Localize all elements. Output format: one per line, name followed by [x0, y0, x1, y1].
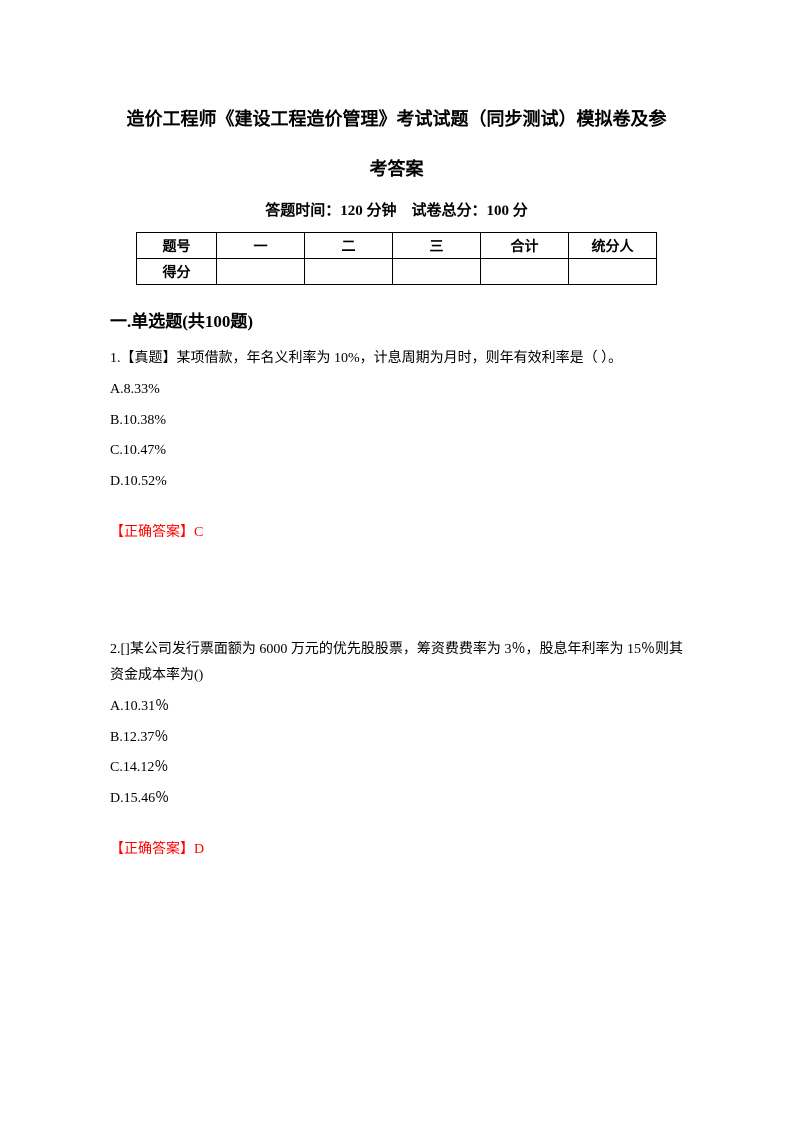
option: A.10.31％	[110, 692, 683, 723]
option: A.8.33%	[110, 375, 683, 406]
exam-info: 答题时间：120 分钟 试卷总分：100 分	[110, 199, 683, 220]
exam-title-line1: 造价工程师《建设工程造价管理》考试试题（同步测试）模拟卷及参	[110, 100, 683, 140]
table-cell	[217, 259, 305, 285]
table-header-cell: 统分人	[569, 233, 657, 259]
option: B.10.38%	[110, 406, 683, 437]
table-cell	[393, 259, 481, 285]
table-cell: 得分	[137, 259, 217, 285]
option: B.12.37％	[110, 723, 683, 754]
table-cell	[569, 259, 657, 285]
table-header-cell: 一	[217, 233, 305, 259]
section-title: 一.单选题(共100题)	[110, 307, 683, 332]
exam-title-line2: 考答案	[110, 150, 683, 190]
question-block: 1.【真题】某项借款，年名义利率为 10%，计息周期为月时，则年有效利率是（ ）…	[110, 346, 683, 546]
table-header-cell: 三	[393, 233, 481, 259]
table-cell	[481, 259, 569, 285]
table-header-cell: 合计	[481, 233, 569, 259]
question-text: 1.【真题】某项借款，年名义利率为 10%，计息周期为月时，则年有效利率是（ ）…	[110, 346, 683, 373]
option: D.15.46％	[110, 784, 683, 815]
table-header-cell: 二	[305, 233, 393, 259]
correct-answer: 【正确答案】C	[110, 520, 683, 547]
option: D.10.52%	[110, 467, 683, 498]
table-row: 题号 一 二 三 合计 统分人	[137, 233, 657, 259]
table-row: 得分	[137, 259, 657, 285]
correct-answer: 【正确答案】D	[110, 837, 683, 864]
question-text: 2.[]某公司发行票面额为 6000 万元的优先股股票，筹资费费率为 3％，股息…	[110, 637, 683, 690]
question-block: 2.[]某公司发行票面额为 6000 万元的优先股股票，筹资费费率为 3％，股息…	[110, 637, 683, 864]
option: C.14.12％	[110, 753, 683, 784]
table-header-cell: 题号	[137, 233, 217, 259]
option: C.10.47%	[110, 436, 683, 467]
score-table: 题号 一 二 三 合计 统分人 得分	[136, 232, 657, 285]
table-cell	[305, 259, 393, 285]
